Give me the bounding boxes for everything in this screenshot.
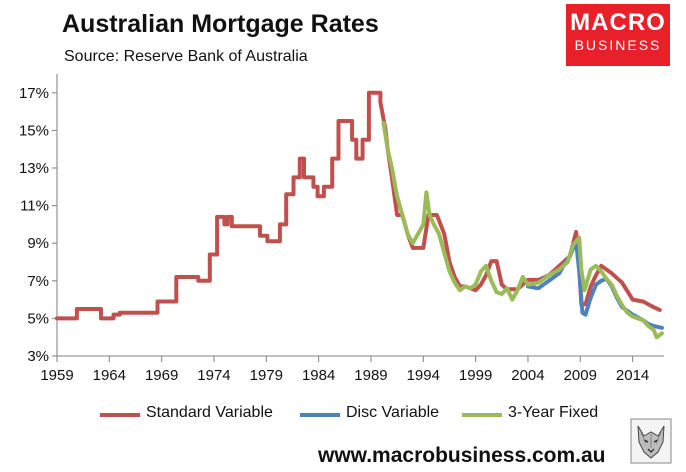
y-tick-label: 17% <box>19 85 49 102</box>
legend-swatch-3-year-fixed <box>462 413 502 417</box>
y-tick-label: 9% <box>27 235 49 252</box>
chart-axes <box>56 74 664 357</box>
macro-business-logo[interactable]: MACRO BUSINESS <box>566 4 670 66</box>
x-tick-label: 1964 <box>93 367 126 384</box>
logo-line-1: MACRO <box>570 9 666 36</box>
y-tick-label: 15% <box>19 122 49 139</box>
chart-series <box>55 90 664 340</box>
x-tick-label: 1979 <box>250 367 283 384</box>
x-tick-label: 1989 <box>354 367 387 384</box>
y-tick-label: 7% <box>27 273 49 290</box>
chart-source: Source: Reserve Bank of Australia <box>64 48 308 65</box>
x-tick-label: 1994 <box>407 367 440 384</box>
legend-swatch-disc-variable <box>300 413 340 417</box>
logo-line-2: BUSINESS <box>574 37 662 53</box>
y-tick-label: 3% <box>27 348 49 365</box>
x-tick-label: 1984 <box>302 367 335 384</box>
y-axis-ticks: 3% 5% 7% 9% 11% 13% 15% 17% <box>19 85 57 365</box>
wolf-logo-icon <box>630 418 672 464</box>
x-tick-label: 1969 <box>145 367 178 384</box>
legend-label-standard-variable: Standard Variable <box>146 404 273 421</box>
y-tick-label: 13% <box>19 160 49 177</box>
x-tick-label: 2009 <box>564 367 597 384</box>
legend-label-3-year-fixed: 3-Year Fixed <box>508 404 599 421</box>
x-tick-label: 1999 <box>459 367 492 384</box>
series-line-standard-variable <box>55 90 662 321</box>
series-line-disc-variable <box>525 239 664 330</box>
legend-swatch-standard-variable <box>100 413 140 417</box>
y-tick-label: 5% <box>27 310 49 327</box>
x-tick-label: 2014 <box>616 367 649 384</box>
chart-title: Australian Mortgage Rates <box>62 10 379 38</box>
x-tick-label: 1959 <box>40 367 73 384</box>
legend-label-disc-variable: Disc Variable <box>346 404 440 421</box>
website-url[interactable]: www.macrobusiness.com.au <box>318 444 606 467</box>
y-tick-label: 11% <box>20 198 49 215</box>
x-tick-label: 1974 <box>197 367 230 384</box>
x-tick-label: 2004 <box>511 367 544 384</box>
series-line-3-year-fixed <box>381 120 664 340</box>
x-axis-ticks: 1959 1964 1969 1974 1979 1984 1989 1994 1999 2004… <box>40 356 649 384</box>
line-chart: 3% 5% 7% 9% 11% 13% 15% 17% 1959 1964 1969 1974 197… <box>19 74 664 384</box>
